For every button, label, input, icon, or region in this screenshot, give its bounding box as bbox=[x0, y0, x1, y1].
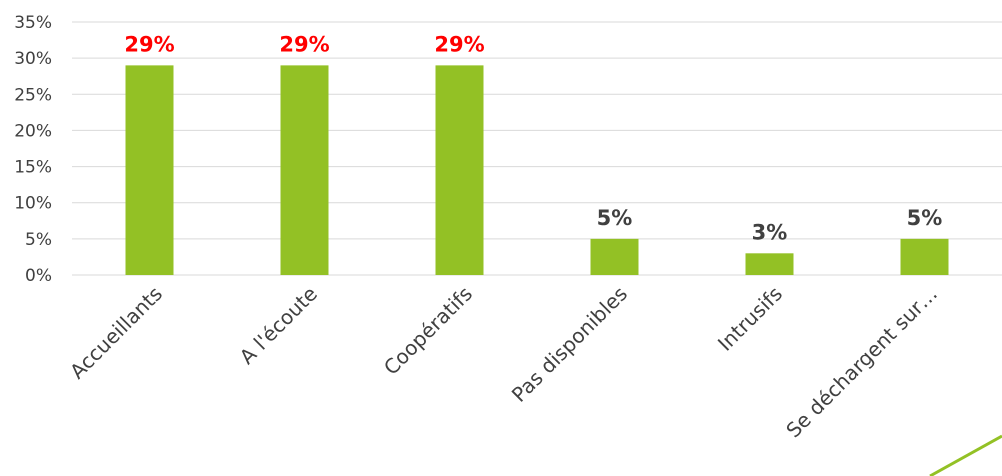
data-label: 29% bbox=[279, 32, 329, 56]
x-axis-category-labels: Accueillants A l'écoute Coopératifs Pas dis… bbox=[65, 282, 942, 443]
x-category-label: Intrusifs bbox=[713, 282, 787, 356]
gridlines bbox=[72, 21, 1002, 276]
data-label: 5% bbox=[907, 206, 943, 230]
bar bbox=[745, 253, 794, 275]
bars bbox=[125, 65, 949, 275]
data-label: 3% bbox=[752, 220, 788, 244]
x-category-label: A l'écoute bbox=[235, 282, 322, 369]
data-labels: 29% 29% 29% 5% 3% 5% bbox=[124, 32, 942, 244]
data-label: 29% bbox=[124, 32, 174, 56]
y-axis-tick-labels: 0% 5% 10% 15% 20% 25% 30% 35% bbox=[14, 13, 52, 286]
data-label: 29% bbox=[434, 32, 484, 56]
y-tick-label: 25% bbox=[14, 85, 52, 105]
y-tick-label: 35% bbox=[14, 13, 52, 33]
y-tick-label: 20% bbox=[14, 121, 52, 141]
bar bbox=[900, 238, 949, 275]
x-category-label: Coopératifs bbox=[379, 282, 477, 380]
bar bbox=[280, 65, 329, 275]
x-category-label: Accueillants bbox=[65, 282, 167, 384]
x-category-label: Pas disponibles bbox=[507, 282, 632, 407]
bar bbox=[590, 238, 639, 275]
x-category-label: Se déchargent sur… bbox=[781, 282, 942, 443]
y-tick-label: 5% bbox=[25, 230, 52, 250]
y-tick-label: 30% bbox=[14, 49, 52, 69]
bar bbox=[435, 65, 484, 275]
decorative-accent-line bbox=[929, 434, 1002, 476]
data-label: 5% bbox=[597, 206, 633, 230]
y-tick-label: 10% bbox=[14, 194, 52, 214]
y-tick-label: 15% bbox=[14, 158, 52, 178]
bar bbox=[125, 65, 174, 275]
y-tick-label: 0% bbox=[25, 266, 52, 286]
